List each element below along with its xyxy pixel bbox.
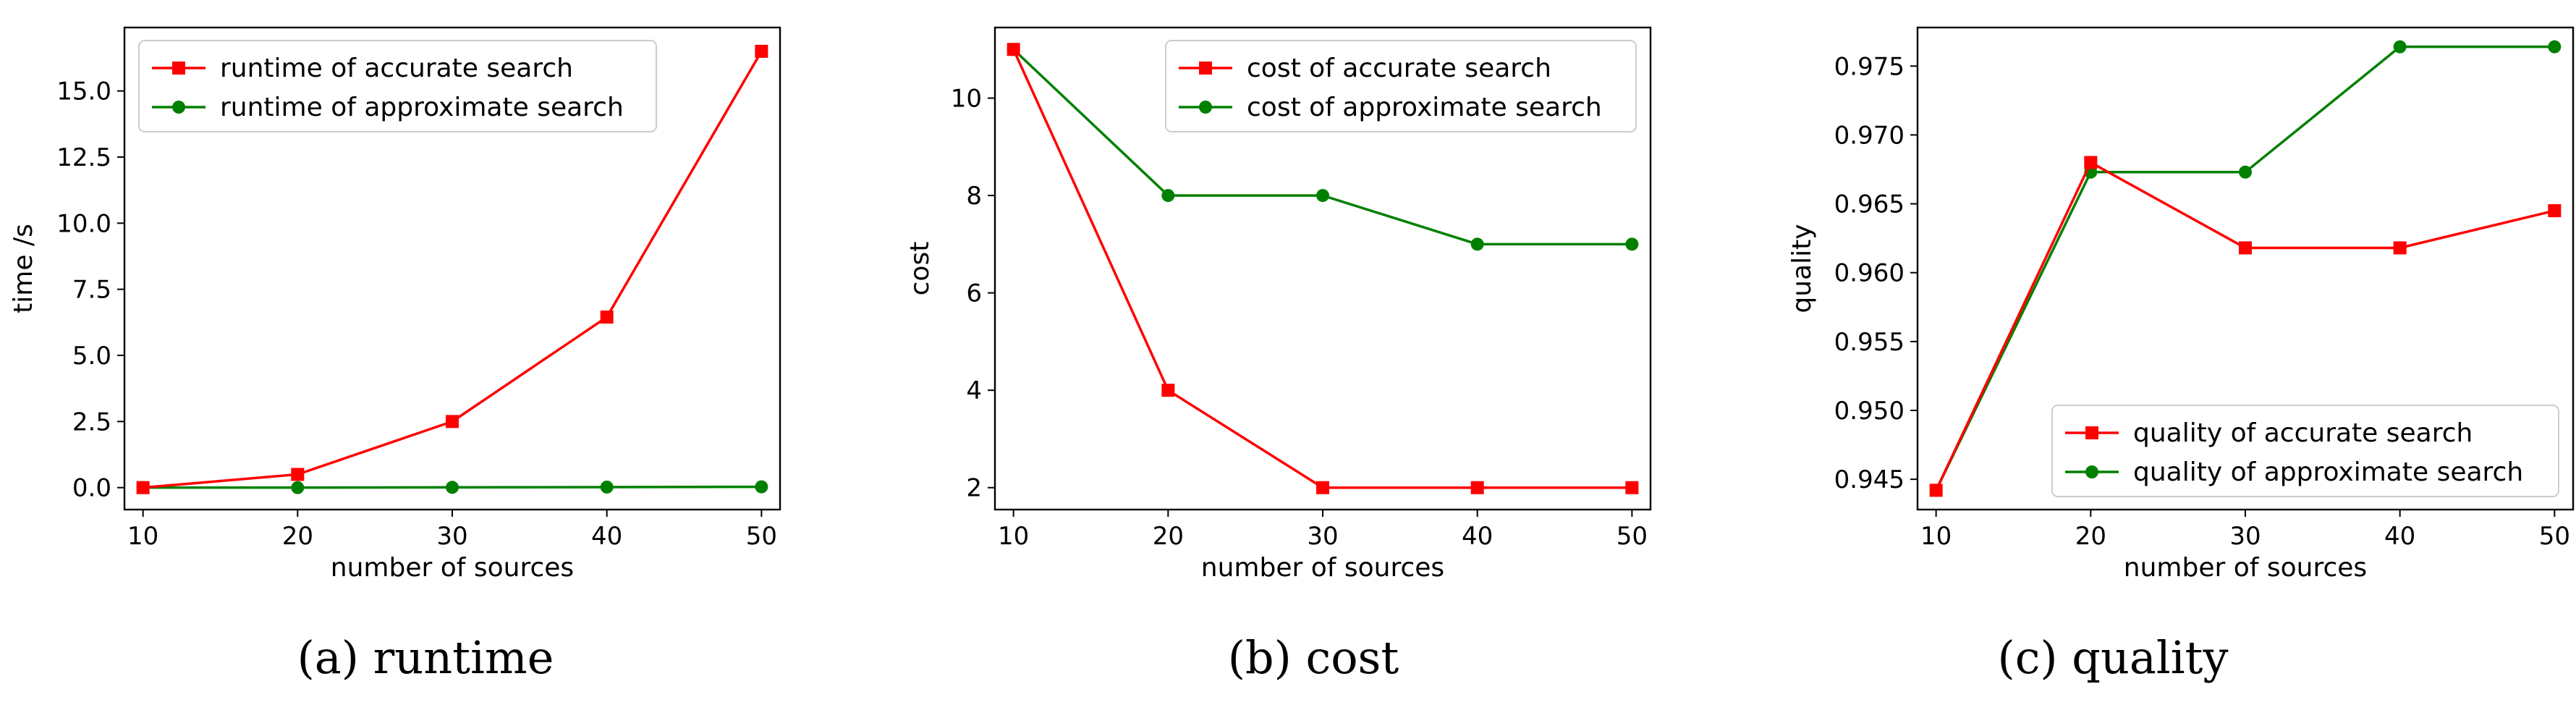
data-point-square [136, 481, 150, 494]
subfigure-caption: (b) cost [1228, 631, 1399, 684]
y-tick-label: 12.5 [56, 143, 111, 172]
legend-marker-circle [2085, 465, 2098, 478]
x-axis-label: number of sources [331, 553, 574, 583]
legend-marker-circle [172, 101, 185, 114]
y-tick-label: 0.955 [1834, 328, 1905, 357]
y-tick-label: 0.970 [1834, 121, 1905, 150]
data-point-square [755, 44, 768, 58]
x-tick-label: 30 [2229, 522, 2261, 551]
legend-marker-square [172, 62, 185, 75]
x-tick-label: 20 [1153, 522, 1184, 551]
legend-label: runtime of approximate search [220, 93, 624, 122]
x-tick-label: 40 [591, 522, 622, 551]
subfigure-caption: (c) quality [1998, 631, 2229, 684]
data-point-square [1007, 43, 1020, 56]
y-axis-label: time /s [9, 224, 38, 313]
y-tick-label: 8 [966, 182, 982, 211]
data-point-circle [446, 481, 459, 494]
data-point-circle [1470, 237, 1484, 251]
y-tick-label: 6 [966, 279, 982, 308]
data-point-circle [755, 480, 768, 494]
x-tick-label: 40 [1462, 522, 1493, 551]
data-point-circle [291, 481, 305, 494]
data-point-square [1161, 384, 1175, 397]
legend-frame [138, 40, 657, 132]
data-point-circle [2393, 40, 2407, 54]
x-tick-label: 50 [2539, 522, 2570, 551]
y-tick-label: 7.5 [72, 276, 111, 305]
subfigure-caption: (a) runtime [297, 631, 554, 684]
data-point-square [1470, 481, 1484, 494]
y-tick-label: 0.0 [72, 474, 111, 503]
y-tick-label: 2.5 [72, 408, 111, 436]
y-tick-label: 5.0 [72, 342, 111, 371]
y-axis-label: quality [1787, 224, 1817, 313]
legend-label: runtime of accurate search [220, 54, 573, 83]
data-point-square [1929, 484, 1943, 497]
data-point-square [2239, 241, 2252, 255]
chart-3: 10 20 30 40 50 0.945 0.950 0.955 0.960 0.965 0.970… [1787, 26, 2575, 684]
legend-frame [2051, 405, 2559, 497]
y-tick-label: 0.950 [1834, 397, 1905, 426]
data-point-square [2084, 156, 2098, 169]
legend-marker-square [1199, 62, 1212, 75]
legend-label: cost of approximate search [1247, 93, 1602, 122]
x-tick-label: 30 [1307, 522, 1338, 551]
y-tick-label: 2 [966, 474, 982, 503]
y-tick-label: 10.0 [56, 209, 111, 238]
legend-label: quality of approximate search [2133, 457, 2523, 487]
data-point-square [291, 468, 305, 481]
x-tick-label: 50 [746, 522, 777, 551]
data-point-square [600, 311, 614, 324]
data-point-circle [1161, 189, 1175, 203]
x-axis-label: number of sources [1201, 553, 1444, 583]
x-axis-label: number of sources [2124, 553, 2367, 583]
y-tick-label: 0.945 [1834, 465, 1905, 494]
legend-label: cost of accurate search [1247, 54, 1551, 83]
x-tick-label: 30 [436, 522, 467, 551]
x-tick-label: 10 [998, 522, 1029, 551]
y-tick-label: 0.960 [1834, 259, 1905, 288]
data-point-square [1316, 481, 1329, 494]
legend: cost of accurate search cost of approxima… [1165, 40, 1637, 132]
data-point-circle [1316, 189, 1329, 203]
y-axis-label: cost [905, 242, 935, 296]
data-point-square [2548, 204, 2562, 218]
y-tick-label: 15.0 [56, 77, 111, 106]
y-tick-label: 10 [951, 85, 982, 114]
data-point-square [446, 415, 459, 429]
data-point-circle [600, 480, 614, 494]
x-tick-label: 20 [282, 522, 313, 551]
x-tick-label: 10 [1920, 522, 1952, 551]
legend-frame [1165, 40, 1637, 132]
data-point-square [2393, 241, 2407, 255]
data-point-circle [2548, 40, 2562, 54]
chart-2: 10 20 30 40 50 2 4 6 8 10 number of sources cost cos… [905, 26, 1652, 684]
y-tick-label: 0.975 [1834, 52, 1905, 81]
data-point-square [1625, 481, 1639, 494]
data-point-circle [2239, 165, 2252, 179]
legend: quality of accurate search quality of app… [2051, 405, 2559, 497]
chart-1: 10 20 30 40 50 0.0 2.5 5.0 7.5 10.0 12.5 15.0 number… [9, 26, 781, 684]
x-tick-label: 50 [1617, 522, 1648, 551]
data-point-circle [1625, 237, 1639, 251]
legend-marker-square [2085, 426, 2098, 439]
x-tick-label: 20 [2075, 522, 2106, 551]
y-tick-label: 0.965 [1834, 190, 1905, 219]
x-tick-label: 10 [127, 522, 158, 551]
y-tick-label: 4 [966, 376, 982, 405]
legend-label: quality of accurate search [2133, 418, 2473, 448]
legend: runtime of accurate search runtime of app… [138, 40, 657, 132]
legend-marker-circle [1199, 101, 1212, 114]
x-tick-label: 40 [2384, 522, 2415, 551]
